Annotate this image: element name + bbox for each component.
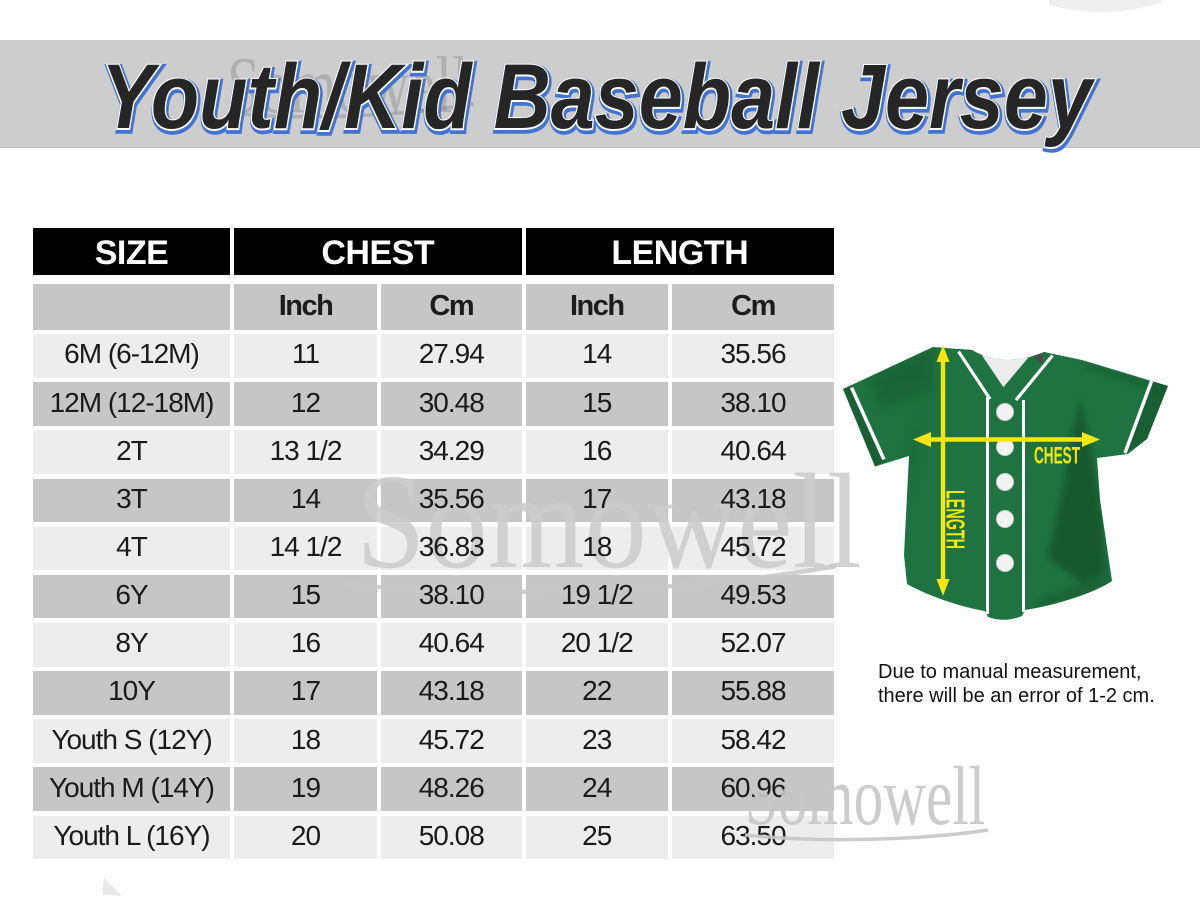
svg-text:CHEST: CHEST xyxy=(1034,443,1080,470)
svg-text:LENGTH: LENGTH xyxy=(941,490,971,549)
